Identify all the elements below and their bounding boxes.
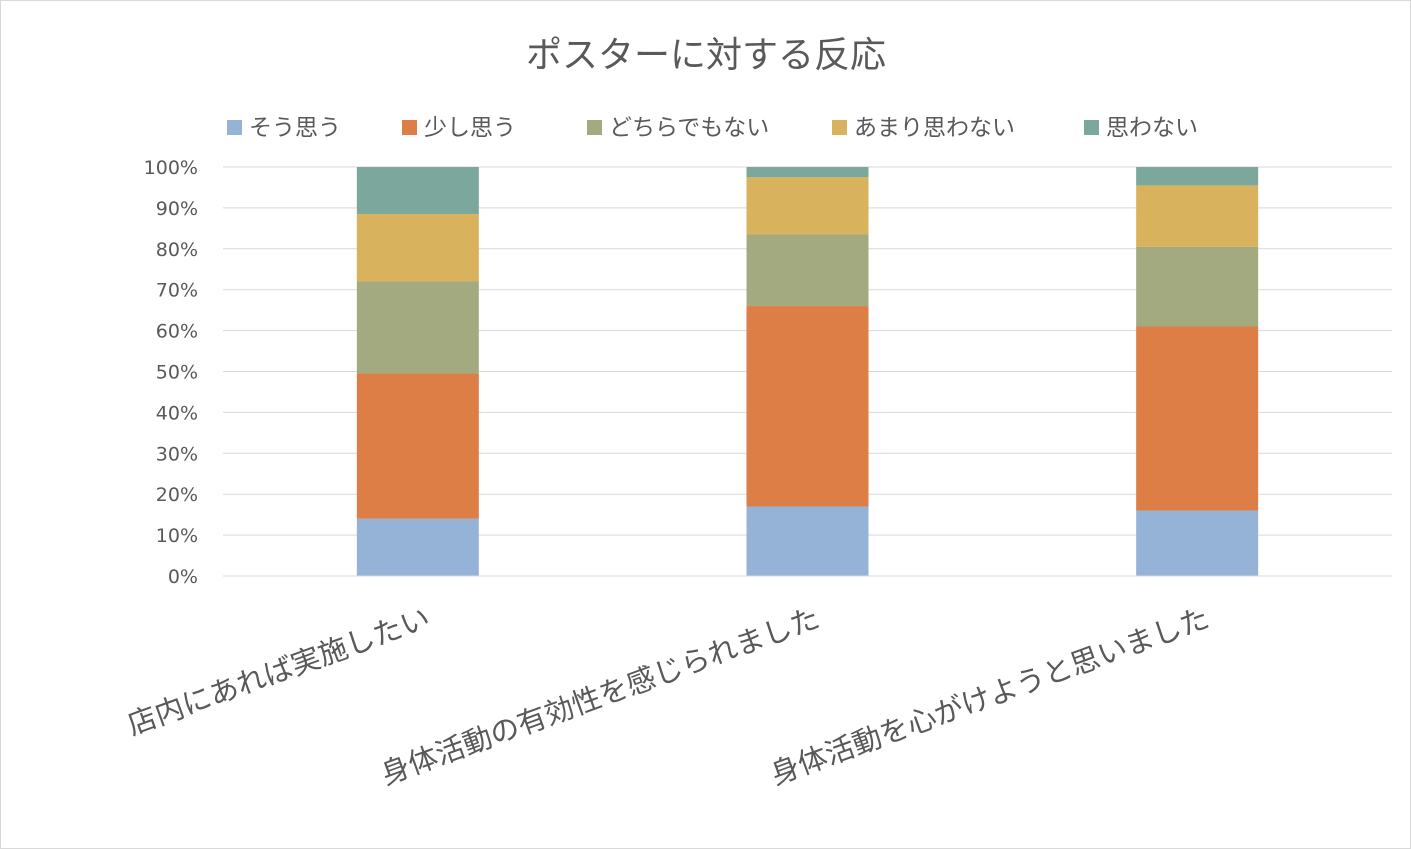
legend-2-swatch <box>402 120 417 135</box>
legend-1-swatch <box>227 120 242 135</box>
bar-2-segment-2 <box>746 306 869 507</box>
x-axis: 店内にあれば実施したい身体活動の有効性を感じられました身体活動を心がけようと思い… <box>123 601 1214 792</box>
bar-3-segment-1 <box>1136 510 1259 576</box>
x-category-label: 身体活動の有効性を感じられました <box>376 601 824 792</box>
legend-5-swatch <box>1084 120 1099 135</box>
y-axis: 0% 10% 20% 30% 40% 50% 60% 70% 80% 90% 100% <box>144 157 198 588</box>
y-tick-label: 10% <box>156 525 198 547</box>
bar-2-segment-3 <box>746 234 869 307</box>
bar-3-segment-4 <box>1136 185 1259 247</box>
bar-1-segment-5 <box>356 167 479 215</box>
bar-3-segment-2 <box>1136 326 1259 511</box>
bar-2-segment-4 <box>746 177 869 235</box>
bar-1-segment-4 <box>356 214 479 282</box>
y-tick-label: 0% <box>168 566 198 588</box>
legend-4-swatch <box>832 120 847 135</box>
legend-3-label: どちらでもない <box>609 115 769 141</box>
legend-2-label: 少し思う <box>424 115 516 141</box>
bar-2-segment-1 <box>746 506 869 576</box>
chart-title: ポスターに対する反応 <box>526 35 886 76</box>
y-tick-label: 50% <box>156 362 198 384</box>
bars <box>356 167 1259 576</box>
y-tick-label: 20% <box>156 484 198 506</box>
x-category-label: 身体活動を心がけようと思いました <box>766 601 1214 792</box>
legend-1-label: そう思う <box>249 115 341 141</box>
legend: そう思う 少し思う どちらでもない あまり思わない 思わない <box>227 115 1198 141</box>
bar-1-segment-2 <box>356 373 479 519</box>
bar-1-segment-3 <box>356 281 479 374</box>
bar-3-segment-3 <box>1136 246 1259 327</box>
bar-3-segment-5 <box>1136 167 1259 186</box>
y-tick-label: 70% <box>156 280 198 302</box>
legend-5-label: 思わない <box>1106 115 1198 141</box>
x-category-label: 店内にあれば実施したい <box>123 601 434 742</box>
y-tick-label: 90% <box>156 198 198 220</box>
y-tick-label: 30% <box>156 443 198 465</box>
legend-4-label: あまり思わない <box>854 115 1015 141</box>
legend-3-swatch <box>587 120 602 135</box>
y-tick-label: 40% <box>156 402 198 424</box>
bar-2-segment-5 <box>746 167 869 178</box>
y-tick-label: 60% <box>156 321 198 343</box>
y-tick-label: 80% <box>156 239 198 261</box>
bar-1-segment-1 <box>356 518 479 576</box>
y-tick-label: 100% <box>144 157 198 179</box>
